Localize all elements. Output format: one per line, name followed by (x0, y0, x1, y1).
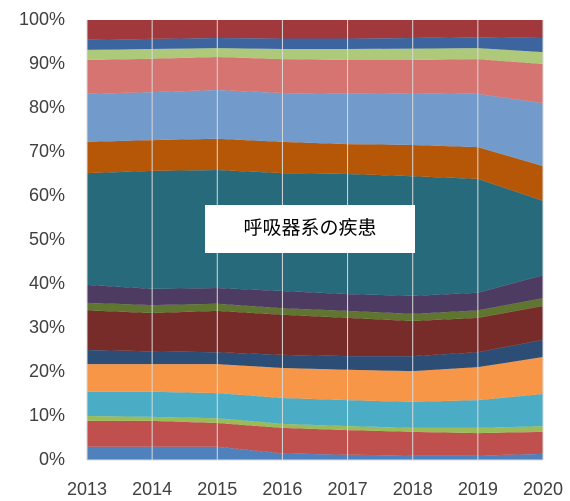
x-tick-label: 2019 (458, 479, 498, 499)
y-tick-label: 40% (29, 273, 65, 293)
y-tick-label: 10% (29, 405, 65, 425)
annotation-box (205, 205, 415, 253)
area (87, 275, 543, 314)
area (87, 420, 543, 456)
x-tick-label: 2017 (328, 479, 368, 499)
y-tick-label: 70% (29, 141, 65, 161)
area (87, 89, 543, 167)
area (87, 20, 543, 40)
area (87, 416, 543, 434)
y-tick-label: 20% (29, 361, 65, 381)
y-tick-label: 100% (19, 9, 65, 29)
y-tick-label: 30% (29, 317, 65, 337)
annotation: 呼吸器系の疾患 (243, 217, 376, 239)
area (87, 37, 543, 53)
area (87, 391, 543, 428)
area (87, 357, 543, 402)
area (87, 306, 543, 357)
area (87, 298, 543, 321)
y-tick-label: 60% (29, 185, 65, 205)
area (87, 48, 543, 64)
x-tick-label: 2014 (132, 479, 172, 499)
y-tick-label: 0% (39, 449, 65, 469)
x-tick-label: 2018 (393, 479, 433, 499)
axis-labels: 0% 10% 20% 30% 40% 50% 60% 70% 80% 90% 100% 2013 201… (19, 9, 563, 499)
area (87, 446, 543, 460)
area (87, 138, 543, 201)
y-tick-label: 80% (29, 97, 65, 117)
area (87, 56, 543, 104)
x-tick-label: 2015 (197, 479, 237, 499)
y-tick-label: 90% (29, 53, 65, 73)
x-tick-label: 2016 (262, 479, 302, 499)
y-tick-label: 50% (29, 229, 65, 249)
x-tick-label: 2020 (523, 479, 563, 499)
x-tick-label: 2013 (67, 479, 107, 499)
